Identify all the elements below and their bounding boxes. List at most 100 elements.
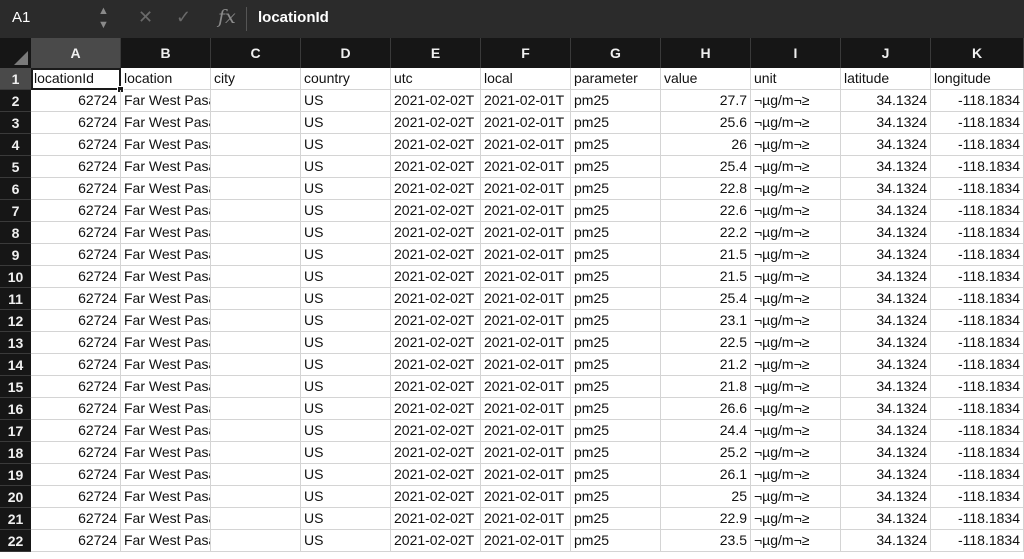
cell[interactable]	[211, 288, 301, 310]
cell[interactable]: 34.1324	[841, 112, 931, 134]
cell[interactable]: -118.1834	[931, 332, 1024, 354]
cell[interactable]: -118.1834	[931, 486, 1024, 508]
cell[interactable]: 2021-02-02T	[391, 464, 481, 486]
row-header[interactable]: 1	[0, 68, 31, 90]
cell[interactable]: US	[301, 332, 391, 354]
cell[interactable]: 62724	[31, 156, 121, 178]
cell[interactable]: 2021-02-02T	[391, 156, 481, 178]
cell[interactable]: 2021-02-01T	[481, 442, 571, 464]
cell[interactable]: Far West Pasadena	[121, 442, 211, 464]
cell[interactable]: US	[301, 288, 391, 310]
cell[interactable]: 62724	[31, 354, 121, 376]
cell[interactable]	[211, 112, 301, 134]
cell[interactable]	[211, 134, 301, 156]
cell[interactable]: 2021-02-01T	[481, 354, 571, 376]
cell[interactable]: -118.1834	[931, 420, 1024, 442]
cell[interactable]	[211, 332, 301, 354]
cell[interactable]: US	[301, 134, 391, 156]
cell[interactable]: US	[301, 222, 391, 244]
row-header[interactable]: 10	[0, 266, 31, 288]
cell[interactable]: 34.1324	[841, 486, 931, 508]
cell[interactable]: 62724	[31, 112, 121, 134]
cell[interactable]: 34.1324	[841, 90, 931, 112]
cell[interactable]: -118.1834	[931, 222, 1024, 244]
cell[interactable]: city	[211, 68, 301, 90]
cell[interactable]: Far West Pasadena	[121, 332, 211, 354]
cell[interactable]: Far West Pasadena	[121, 288, 211, 310]
cell[interactable]: US	[301, 376, 391, 398]
cell[interactable]: -118.1834	[931, 398, 1024, 420]
cell[interactable]: 34.1324	[841, 310, 931, 332]
cell[interactable]: Far West Pasadena	[121, 354, 211, 376]
cell[interactable]: pm25	[571, 354, 661, 376]
cell[interactable]: 27.7	[661, 90, 751, 112]
cell[interactable]: 34.1324	[841, 332, 931, 354]
cell[interactable]	[211, 222, 301, 244]
row-header[interactable]: 21	[0, 508, 31, 530]
cell[interactable]	[211, 398, 301, 420]
cell[interactable]: 2021-02-02T	[391, 354, 481, 376]
cell[interactable]: parameter	[571, 68, 661, 90]
cell[interactable]	[211, 90, 301, 112]
cell[interactable]: 2021-02-02T	[391, 442, 481, 464]
cell[interactable]: 62724	[31, 90, 121, 112]
cell[interactable]: 62724	[31, 332, 121, 354]
cell[interactable]: pm25	[571, 420, 661, 442]
cell[interactable]: 2021-02-01T	[481, 112, 571, 134]
cell[interactable]: ¬µg/m¬≥	[751, 310, 841, 332]
cell[interactable]: pm25	[571, 376, 661, 398]
name-box[interactable]: A1 ▲ ▼	[0, 0, 125, 38]
cell[interactable]	[211, 508, 301, 530]
column-header-b[interactable]: B	[121, 38, 211, 68]
cell[interactable]: US	[301, 244, 391, 266]
row-header[interactable]: 19	[0, 464, 31, 486]
cell[interactable]: 2021-02-02T	[391, 398, 481, 420]
cell[interactable]: 62724	[31, 398, 121, 420]
cell[interactable]: 34.1324	[841, 442, 931, 464]
select-all-corner[interactable]	[0, 38, 32, 68]
column-header-j[interactable]: J	[841, 38, 931, 68]
cell[interactable]: US	[301, 486, 391, 508]
cell[interactable]: -118.1834	[931, 200, 1024, 222]
cell[interactable]: 22.6	[661, 200, 751, 222]
cell[interactable]: 21.8	[661, 376, 751, 398]
cell[interactable]: 62724	[31, 266, 121, 288]
cell[interactable]: -118.1834	[931, 530, 1024, 552]
cell[interactable]: 34.1324	[841, 508, 931, 530]
cell[interactable]: ¬µg/m¬≥	[751, 200, 841, 222]
cell[interactable]: ¬µg/m¬≥	[751, 464, 841, 486]
row-header[interactable]: 14	[0, 354, 31, 376]
row-header[interactable]: 4	[0, 134, 31, 156]
row-header[interactable]: 11	[0, 288, 31, 310]
cell[interactable]: 2021-02-02T	[391, 508, 481, 530]
cell[interactable]: Far West Pasadena	[121, 530, 211, 552]
cell[interactable]: 62724	[31, 222, 121, 244]
cell[interactable]: 23.1	[661, 310, 751, 332]
cell[interactable]: 34.1324	[841, 178, 931, 200]
cell[interactable]: 2021-02-02T	[391, 530, 481, 552]
cell[interactable]: pm25	[571, 288, 661, 310]
row-header[interactable]: 15	[0, 376, 31, 398]
cell[interactable]: 2021-02-01T	[481, 420, 571, 442]
cell[interactable]: -118.1834	[931, 134, 1024, 156]
row-header[interactable]: 22	[0, 530, 31, 552]
cell[interactable]: 2021-02-01T	[481, 398, 571, 420]
cell[interactable]: 62724	[31, 244, 121, 266]
cell[interactable]: 2021-02-01T	[481, 376, 571, 398]
insert-function-icon[interactable]: fx	[218, 6, 236, 28]
active-cell-a1[interactable]: locationId	[31, 68, 121, 90]
cell[interactable]: country	[301, 68, 391, 90]
cell[interactable]: -118.1834	[931, 376, 1024, 398]
cell[interactable]: 2021-02-01T	[481, 178, 571, 200]
cell[interactable]: 34.1324	[841, 134, 931, 156]
cell[interactable]: Far West Pasadena	[121, 508, 211, 530]
cell[interactable]: 34.1324	[841, 530, 931, 552]
cell[interactable]: 25	[661, 486, 751, 508]
cell[interactable]: -118.1834	[931, 354, 1024, 376]
cell[interactable]	[211, 200, 301, 222]
cell[interactable]: -118.1834	[931, 288, 1024, 310]
row-header[interactable]: 2	[0, 90, 31, 112]
cell[interactable]: pm25	[571, 244, 661, 266]
cell[interactable]: pm25	[571, 530, 661, 552]
cell[interactable]: 34.1324	[841, 288, 931, 310]
